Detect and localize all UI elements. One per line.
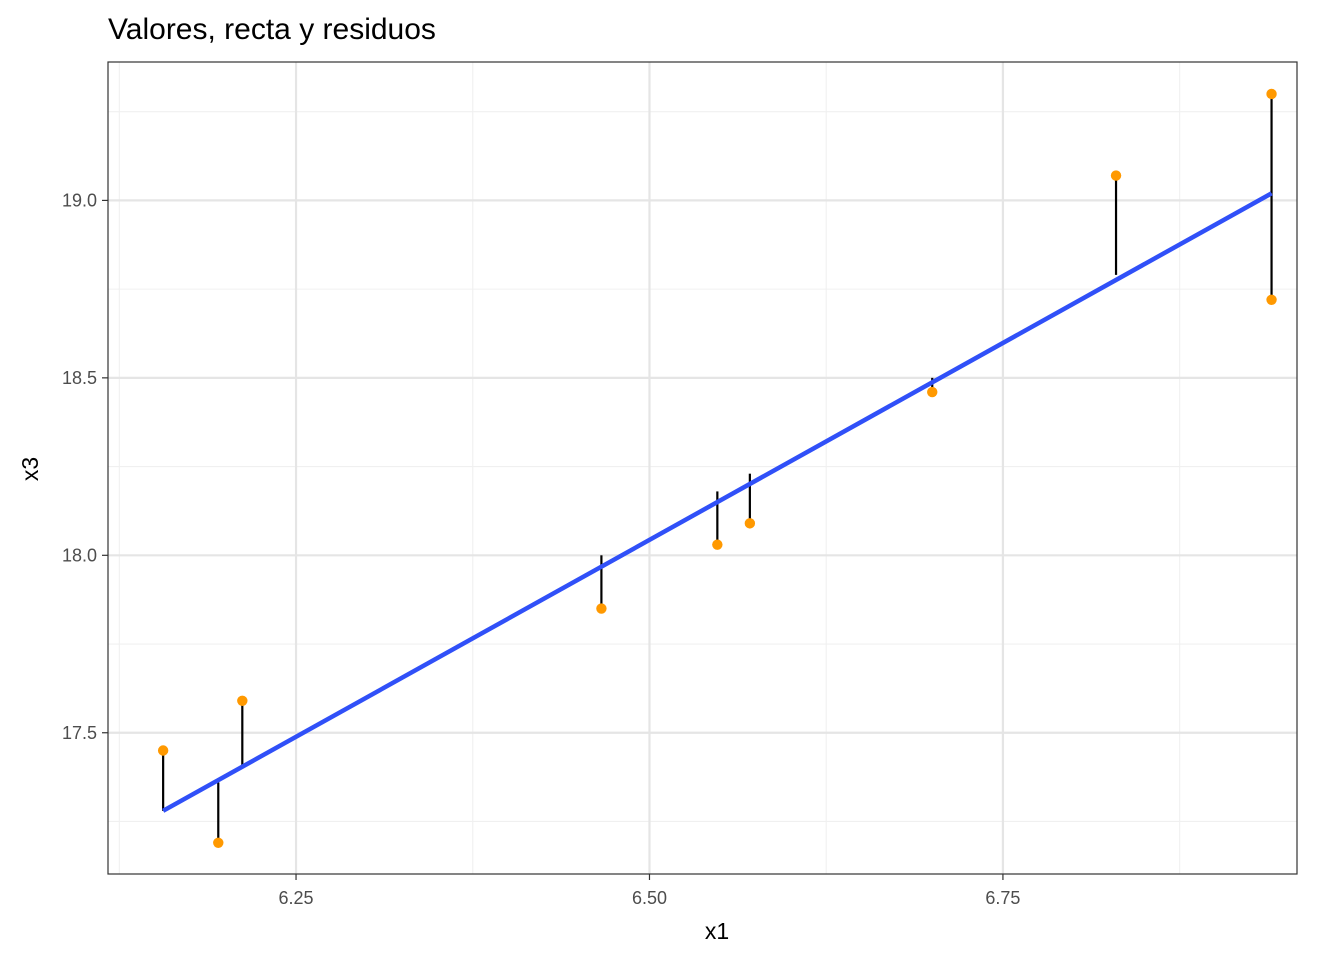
data-point xyxy=(237,695,248,707)
plot-area: 6.25 6.50 6.75 17.5 18.0 18.5 19.0 xyxy=(62,61,1298,908)
data-point xyxy=(157,745,169,756)
chart-title: Valores, recta y residuos xyxy=(108,13,436,46)
data-point xyxy=(744,518,756,529)
y-axis-title: x3 xyxy=(17,457,43,481)
data-point xyxy=(213,837,224,848)
y-tick-label: 18.0 xyxy=(62,545,97,565)
y-tick-label: 19.0 xyxy=(62,190,97,210)
data-point xyxy=(1266,88,1277,100)
panel-background xyxy=(108,62,1297,874)
data-point xyxy=(712,539,723,550)
x-axis-title: x1 xyxy=(705,918,729,944)
data-point xyxy=(1266,294,1277,305)
data-point xyxy=(1110,170,1122,181)
x-tick-label: 6.50 xyxy=(632,888,667,908)
y-tick-label: 18.5 xyxy=(62,368,97,388)
x-tick-label: 6.25 xyxy=(279,888,314,908)
data-point xyxy=(927,386,938,398)
x-tick-label: 6.75 xyxy=(985,888,1020,908)
y-tick-label: 17.5 xyxy=(62,723,97,743)
data-point xyxy=(596,603,607,614)
panel-border xyxy=(107,61,1298,875)
regression-line xyxy=(162,191,1273,813)
